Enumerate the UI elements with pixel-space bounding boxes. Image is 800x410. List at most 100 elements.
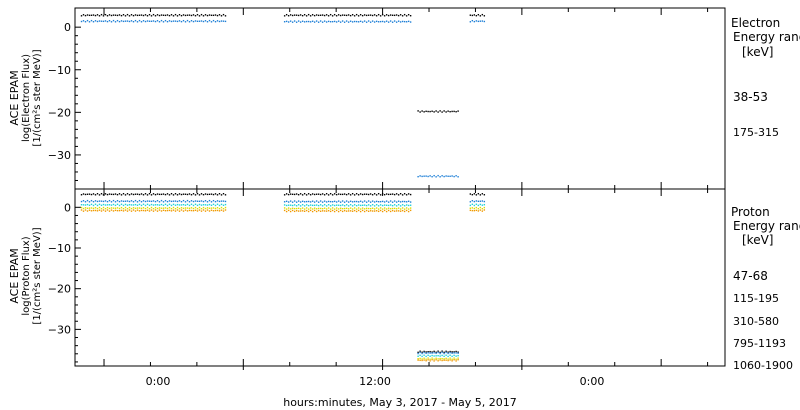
data-point-115-195 [385, 200, 388, 202]
data-point-795-1193 [88, 207, 91, 209]
data-point-38-53 [325, 14, 328, 16]
data-point-175-315 [389, 20, 392, 22]
electron-ylabel-line2: log(Electron Flux) [21, 54, 32, 142]
data-point-115-195 [301, 200, 304, 203]
data-point-310-580 [361, 204, 364, 206]
data-point-175-315 [335, 21, 338, 23]
data-point-310-580 [421, 355, 423, 358]
data-point-115-195 [102, 200, 105, 203]
data-point-795-1193 [439, 357, 441, 360]
data-point-795-1193 [447, 358, 449, 360]
data-point-175-315 [401, 20, 404, 23]
data-point-115-195 [138, 199, 141, 202]
data-point-47-68 [156, 193, 159, 195]
data-point-47-68 [315, 193, 318, 195]
data-point-115-195 [381, 200, 384, 203]
data-point-310-580 [295, 205, 298, 207]
data-point-47-68 [297, 193, 300, 196]
data-point-310-580 [305, 204, 308, 206]
data-point-115-195 [222, 200, 225, 202]
data-point-115-195 [186, 199, 189, 202]
data-point-47-68 [86, 193, 89, 195]
data-point-38-53 [481, 13, 484, 16]
data-point-795-1193 [421, 358, 423, 360]
data-point-175-315 [341, 20, 344, 22]
data-point-1060-1900 [423, 359, 425, 361]
data-point-115-195 [130, 200, 133, 202]
data-point-1060-1900 [210, 209, 213, 211]
data-point-1060-1900 [471, 209, 474, 212]
data-point-38-53 [305, 15, 308, 17]
data-point-310-580 [449, 354, 451, 356]
data-point-115-195 [84, 201, 87, 203]
data-point-310-580 [353, 204, 356, 206]
data-point-1060-1900 [120, 209, 123, 212]
data-point-795-1193 [455, 358, 457, 360]
data-point-38-53 [222, 13, 225, 16]
data-point-175-315 [441, 175, 443, 177]
data-point-47-68 [162, 193, 165, 195]
data-point-795-1193 [289, 208, 292, 210]
data-point-1060-1900 [357, 209, 360, 212]
data-point-175-315 [453, 175, 455, 178]
data-point-310-580 [387, 204, 390, 207]
data-point-795-1193 [130, 207, 133, 210]
data-point-115-195 [295, 201, 298, 203]
data-point-1060-1900 [186, 210, 189, 212]
data-point-795-1193 [162, 207, 165, 209]
data-point-1060-1900 [108, 210, 111, 212]
data-point-310-580 [439, 355, 441, 357]
data-point-115-195 [445, 351, 447, 354]
data-point-1060-1900 [218, 210, 221, 212]
data-point-795-1193 [170, 207, 173, 210]
data-point-115-195 [339, 201, 342, 203]
data-point-795-1193 [178, 207, 181, 210]
data-point-310-580 [126, 204, 129, 206]
data-point-795-1193 [403, 208, 406, 210]
data-point-795-1193 [106, 206, 109, 209]
data-point-115-195 [176, 200, 179, 203]
data-point-1060-1900 [297, 210, 300, 212]
data-point-310-580 [98, 203, 101, 206]
data-point-47-68 [333, 193, 336, 195]
data-point-47-68 [166, 193, 169, 195]
data-point-38-53 [477, 13, 480, 16]
data-point-38-53 [483, 15, 486, 17]
data-point-38-53 [341, 14, 344, 16]
data-point-175-315 [106, 20, 109, 23]
data-point-1060-1900 [341, 210, 344, 213]
data-point-795-1193 [293, 207, 296, 210]
data-point-115-195 [156, 199, 159, 202]
data-point-1060-1900 [122, 210, 125, 212]
data-point-175-315 [371, 20, 374, 22]
data-point-47-68 [423, 350, 425, 353]
data-point-38-53 [301, 14, 304, 17]
data-point-795-1193 [317, 207, 320, 210]
data-point-1060-1900 [198, 209, 201, 211]
data-point-115-195 [359, 200, 362, 202]
data-point-47-68 [389, 193, 392, 196]
data-point-115-195 [407, 200, 410, 202]
data-point-1060-1900 [469, 209, 472, 212]
data-point-1060-1900 [293, 210, 296, 213]
data-point-795-1193 [377, 208, 380, 210]
data-point-38-53 [186, 14, 189, 16]
data-point-38-53 [299, 14, 302, 16]
data-point-38-53 [206, 14, 209, 17]
data-point-47-68 [202, 193, 205, 196]
data-point-47-68 [134, 193, 137, 195]
data-point-310-580 [339, 204, 342, 207]
data-point-1060-1900 [126, 210, 129, 212]
data-point-175-315 [166, 20, 169, 23]
data-point-115-195 [417, 352, 419, 355]
data-point-795-1193 [200, 207, 203, 210]
data-point-1060-1900 [451, 360, 453, 362]
data-point-175-315 [391, 21, 394, 23]
data-point-115-195 [441, 351, 443, 354]
data-point-175-315 [333, 20, 336, 23]
data-point-175-315 [218, 20, 221, 23]
data-point-47-68 [126, 193, 129, 195]
data-point-175-315 [339, 21, 342, 23]
data-point-115-195 [307, 200, 310, 203]
data-point-47-68 [194, 194, 197, 196]
